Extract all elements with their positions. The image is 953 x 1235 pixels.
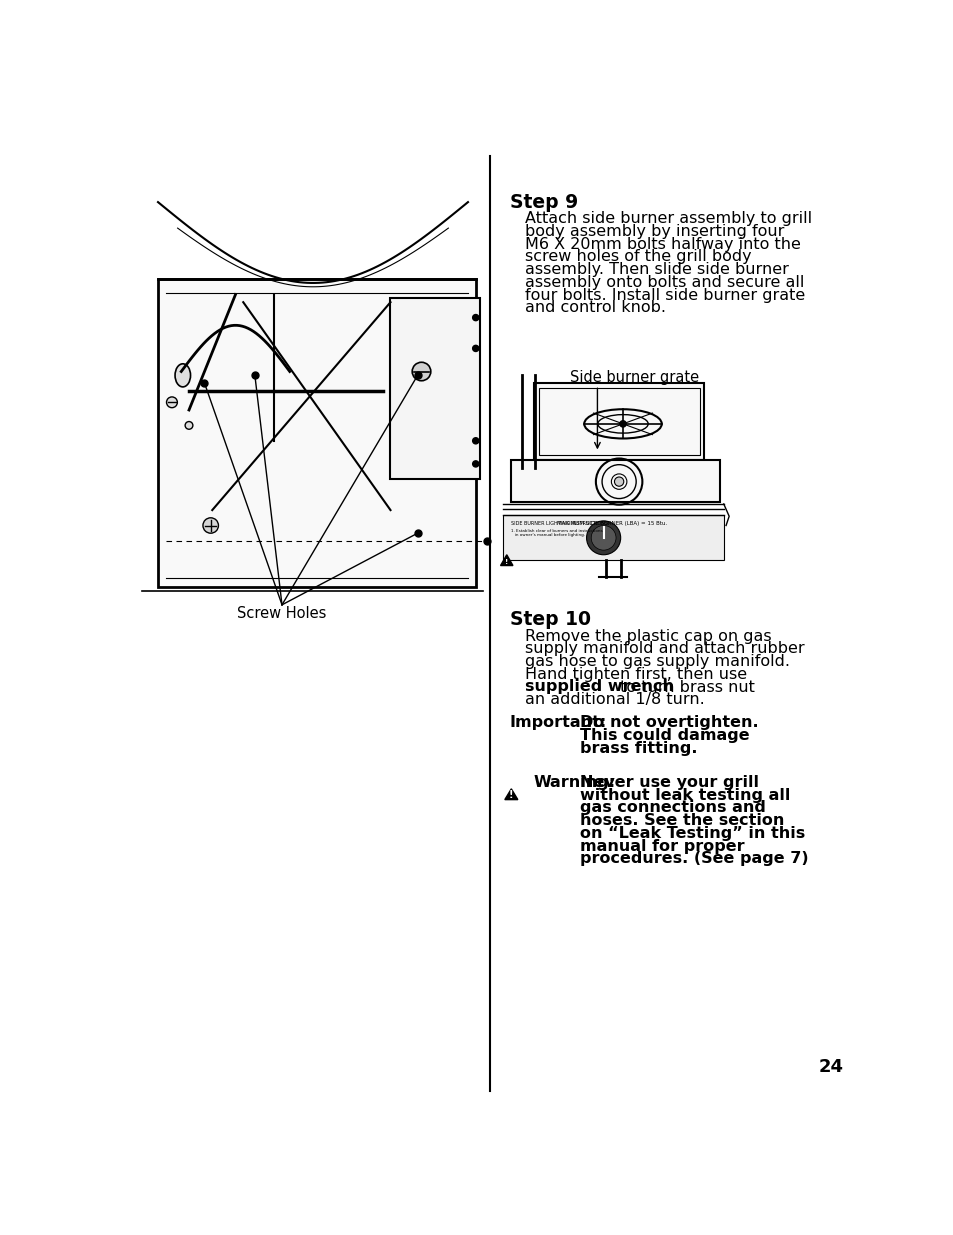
Bar xyxy=(510,461,720,503)
Text: assembly. Then slide side burner: assembly. Then slide side burner xyxy=(525,262,788,277)
Text: four bolts. Install side burner grate: four bolts. Install side burner grate xyxy=(525,288,804,303)
Text: !: ! xyxy=(504,558,508,564)
Text: Attach side burner assembly to grill: Attach side burner assembly to grill xyxy=(525,211,812,226)
Text: procedures. (See page 7): procedures. (See page 7) xyxy=(578,851,807,866)
Text: supplied wrench: supplied wrench xyxy=(525,679,674,694)
Circle shape xyxy=(412,362,431,380)
Text: gas hose to gas supply manifold.: gas hose to gas supply manifold. xyxy=(525,655,789,669)
Polygon shape xyxy=(504,789,517,799)
Bar xyxy=(534,383,703,461)
Circle shape xyxy=(591,526,616,550)
Text: Step 9: Step 9 xyxy=(509,193,578,212)
Text: an additional 1/8 turn.: an additional 1/8 turn. xyxy=(525,692,704,708)
Circle shape xyxy=(472,437,478,443)
Circle shape xyxy=(472,346,478,352)
Text: Hand tighten first, then use: Hand tighten first, then use xyxy=(525,667,746,682)
Ellipse shape xyxy=(174,364,191,387)
Text: Remove the plastic cap on gas: Remove the plastic cap on gas xyxy=(525,629,771,643)
Bar xyxy=(390,299,479,479)
Text: SIDE BURNER LIGHTING INSTRUCTIONS:: SIDE BURNER LIGHTING INSTRUCTIONS: xyxy=(510,521,609,526)
Circle shape xyxy=(203,517,218,534)
Text: assembly onto bolts and secure all: assembly onto bolts and secure all xyxy=(525,275,803,290)
Circle shape xyxy=(614,477,623,487)
Text: supply manifold and attach rubber: supply manifold and attach rubber xyxy=(525,641,804,656)
Circle shape xyxy=(586,521,620,555)
Polygon shape xyxy=(500,555,513,566)
Text: This could damage: This could damage xyxy=(578,727,748,743)
Circle shape xyxy=(472,315,478,321)
Text: hoses. See the section: hoses. See the section xyxy=(578,813,783,829)
Text: gas connections and: gas connections and xyxy=(578,800,764,815)
Circle shape xyxy=(618,420,626,427)
Text: Step 10: Step 10 xyxy=(509,610,590,629)
Text: on “Leak Testing” in this: on “Leak Testing” in this xyxy=(578,826,804,841)
Circle shape xyxy=(185,421,193,430)
Text: screw holes of the grill body: screw holes of the grill body xyxy=(525,249,751,264)
Text: Screw Holes: Screw Holes xyxy=(237,606,326,621)
Bar xyxy=(537,388,699,456)
Text: Side burner grate: Side burner grate xyxy=(570,370,699,385)
Bar xyxy=(158,279,476,587)
Text: Important:: Important: xyxy=(509,715,606,730)
Text: Never use your grill: Never use your grill xyxy=(578,776,758,790)
Text: Do not overtighten.: Do not overtighten. xyxy=(578,715,758,730)
Text: without leak testing all: without leak testing all xyxy=(578,788,789,803)
Text: body assembly by inserting four: body assembly by inserting four xyxy=(525,224,783,240)
Circle shape xyxy=(167,396,177,408)
Text: M6 X 20mm bolts halfway into the: M6 X 20mm bolts halfway into the xyxy=(525,237,801,252)
Text: Warning:: Warning: xyxy=(533,776,615,790)
Text: to turn brass nut: to turn brass nut xyxy=(615,679,754,694)
Bar xyxy=(502,515,723,561)
Text: 1. Establish clear of burners and instructions
   in owner's manual before light: 1. Establish clear of burners and instru… xyxy=(510,529,601,537)
Text: !: ! xyxy=(509,789,513,800)
Text: manual for proper: manual for proper xyxy=(578,839,743,853)
Text: and control knob.: and control knob. xyxy=(525,300,665,315)
Text: brass fitting.: brass fitting. xyxy=(578,741,697,756)
Text: MAXIMUM SIDE BURNER (LBA) = 15 Btu.: MAXIMUM SIDE BURNER (LBA) = 15 Btu. xyxy=(557,521,666,526)
Text: 24: 24 xyxy=(818,1058,843,1076)
Circle shape xyxy=(472,461,478,467)
